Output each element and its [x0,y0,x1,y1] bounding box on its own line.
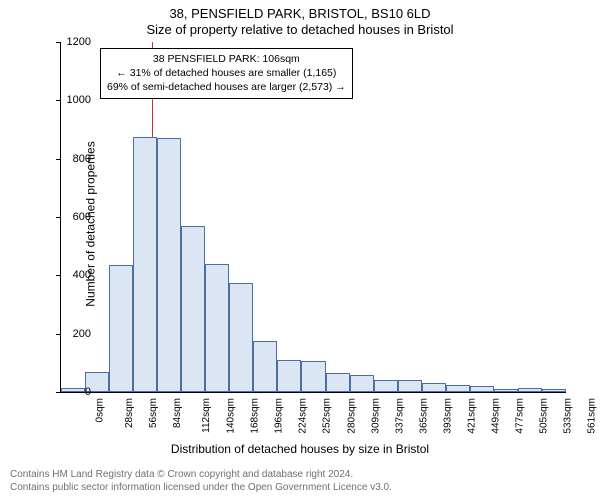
x-tick-label: 0sqm [94,398,105,422]
y-tick-mark [56,100,60,101]
x-tick-label: 309sqm [370,398,381,434]
histogram-bar [350,375,374,393]
histogram-bar [374,380,398,392]
x-tick-label: 84sqm [172,398,183,428]
histogram-bar [109,265,133,392]
x-tick-label: 56sqm [148,398,159,428]
y-tick-label: 600 [61,211,91,223]
histogram-bar [542,389,566,392]
y-tick-mark [56,217,60,218]
y-tick-label: 1200 [61,36,91,48]
x-tick-label: 280sqm [346,398,357,434]
histogram-bar [181,226,205,392]
y-tick-label: 400 [61,269,91,281]
x-tick-label: 168sqm [250,398,261,434]
y-tick-mark [56,42,60,43]
y-tick-label: 1000 [61,94,91,106]
histogram-bar [494,389,518,392]
footer-attribution: Contains HM Land Registry data © Crown c… [10,468,392,494]
histogram-bar [301,361,325,392]
info-line-2: ← 31% of detached houses are smaller (1,… [107,66,346,80]
y-tick-label: 800 [61,153,91,165]
x-tick-label: 477sqm [514,398,525,434]
y-tick-mark [56,392,60,393]
y-tick-mark [56,275,60,276]
chart-title-main: 38, PENSFIELD PARK, BRISTOL, BS10 6LD [0,6,600,21]
footer-line-2: Contains public sector information licen… [10,481,392,494]
x-tick-label: 393sqm [442,398,453,434]
info-line-3: 69% of semi-detached houses are larger (… [107,80,346,94]
y-tick-label: 0 [61,386,91,398]
x-tick-label: 505sqm [538,398,549,434]
histogram-bar [205,264,229,392]
histogram-bar [277,360,301,392]
histogram-bar [326,373,350,392]
x-tick-label: 140sqm [226,398,237,434]
x-tick-label: 561sqm [587,398,598,434]
x-axis-label: Distribution of detached houses by size … [0,442,600,456]
histogram-bar [253,341,277,392]
footer-line-1: Contains HM Land Registry data © Crown c… [10,468,392,481]
chart-title-sub: Size of property relative to detached ho… [0,22,600,37]
x-tick-label: 421sqm [466,398,477,434]
histogram-bar [422,383,446,392]
x-tick-label: 252sqm [322,398,333,434]
y-tick-mark [56,334,60,335]
histogram-bar [470,386,494,392]
y-tick-label: 200 [61,328,91,340]
histogram-bar [398,380,422,392]
x-tick-label: 112sqm [201,398,212,433]
histogram-bar [229,283,253,392]
y-tick-mark [56,159,60,160]
histogram-bar [446,385,470,392]
info-line-1: 38 PENSFIELD PARK: 106sqm [107,52,346,66]
x-tick-label: 365sqm [418,398,429,434]
info-box: 38 PENSFIELD PARK: 106sqm ← 31% of detac… [100,48,353,99]
x-tick-label: 224sqm [298,398,309,434]
x-tick-label: 449sqm [490,398,501,434]
histogram-bar [518,388,542,392]
histogram-bar [133,137,157,392]
x-tick-label: 28sqm [124,398,135,428]
histogram-bar [157,138,181,392]
x-tick-label: 337sqm [394,398,405,434]
x-tick-label: 196sqm [274,398,285,434]
x-tick-label: 533sqm [563,398,574,434]
